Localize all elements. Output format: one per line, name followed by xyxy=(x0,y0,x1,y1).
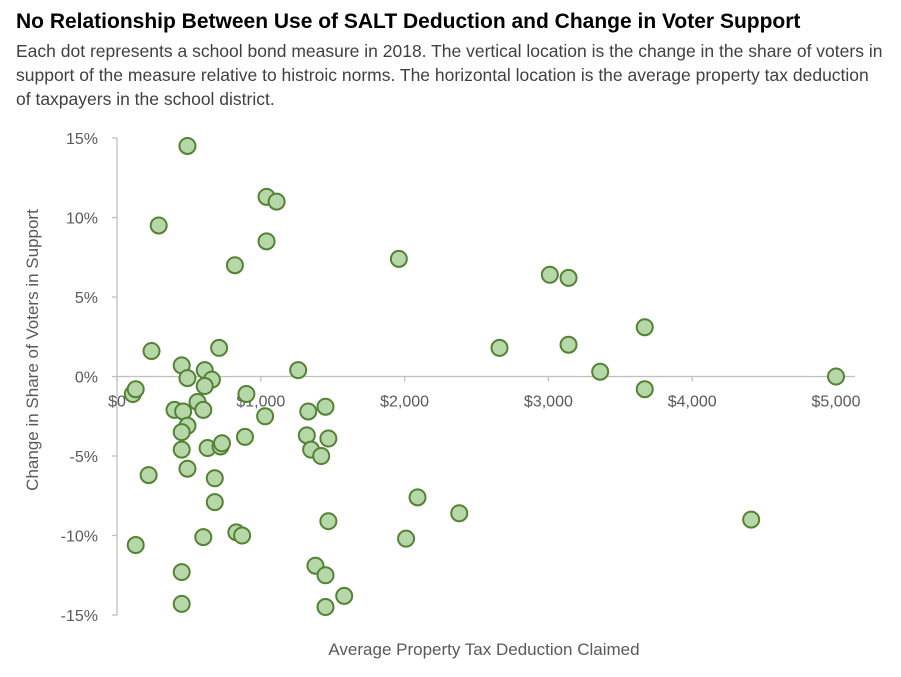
data-point xyxy=(210,338,229,357)
data-point xyxy=(299,402,318,421)
data-point xyxy=(139,466,158,485)
data-point xyxy=(172,563,191,582)
y-tick-label: 0% xyxy=(75,370,98,387)
axes: 15%10%5%0%-5%-10%-15%$0 $1,000 $2,000 $3,00… xyxy=(61,131,861,625)
data-points xyxy=(123,136,845,617)
x-axis-label: Average Property Tax Deduction Claimed xyxy=(328,640,639,659)
data-point xyxy=(397,529,416,548)
data-point xyxy=(172,594,191,613)
data-point xyxy=(312,447,331,465)
data-point xyxy=(194,400,213,419)
chart-title: No Relationship Between Use of SALT Dedu… xyxy=(16,10,801,33)
data-point xyxy=(591,362,610,381)
data-point xyxy=(225,256,244,275)
data-point xyxy=(389,249,408,268)
data-point xyxy=(316,598,335,617)
data-point xyxy=(635,318,654,337)
data-point xyxy=(149,216,168,235)
data-point xyxy=(194,528,213,547)
data-point xyxy=(316,566,335,585)
y-tick-label: 5% xyxy=(75,290,98,307)
data-point xyxy=(126,380,145,399)
data-point xyxy=(212,434,231,453)
data-point xyxy=(635,380,654,399)
y-tick-label: 10% xyxy=(66,211,98,228)
data-point xyxy=(172,440,191,459)
data-point xyxy=(559,335,578,354)
data-point xyxy=(172,423,191,442)
data-point xyxy=(195,377,214,396)
data-point xyxy=(178,459,197,478)
x-tick-label: $2,000 xyxy=(380,394,429,411)
data-point xyxy=(319,512,338,531)
data-point xyxy=(742,510,761,529)
data-point xyxy=(450,504,469,523)
data-point xyxy=(267,192,286,211)
x-tick-label: $4,000 xyxy=(668,394,717,411)
data-point xyxy=(335,586,354,605)
data-point xyxy=(540,265,559,284)
y-axis-label: Change in Share of Voters in Support xyxy=(23,209,42,491)
data-point xyxy=(559,268,578,287)
data-point xyxy=(319,429,338,448)
x-tick-label: $3,000 xyxy=(524,394,573,411)
data-point xyxy=(235,427,254,446)
data-point xyxy=(126,536,145,555)
data-point xyxy=(233,526,252,545)
data-point xyxy=(827,367,845,386)
chart-subtitle: Each dot represents a school bond measur… xyxy=(16,41,883,109)
x-tick-label: $0 xyxy=(108,394,126,411)
data-point xyxy=(142,342,161,361)
data-point xyxy=(205,469,224,488)
data-point xyxy=(257,232,276,251)
x-tick-label: $5,000 xyxy=(812,394,861,411)
data-point xyxy=(490,338,509,357)
y-tick-label: -15% xyxy=(61,608,98,625)
data-point xyxy=(237,384,256,403)
data-point xyxy=(408,488,427,507)
y-tick-label: -5% xyxy=(70,449,98,466)
data-point xyxy=(256,407,275,426)
data-point xyxy=(316,397,335,416)
y-tick-label: -10% xyxy=(61,529,98,546)
data-point xyxy=(289,361,308,380)
data-point xyxy=(178,136,197,155)
data-point xyxy=(178,369,197,388)
data-point xyxy=(205,493,224,512)
y-tick-label: 15% xyxy=(66,131,98,148)
